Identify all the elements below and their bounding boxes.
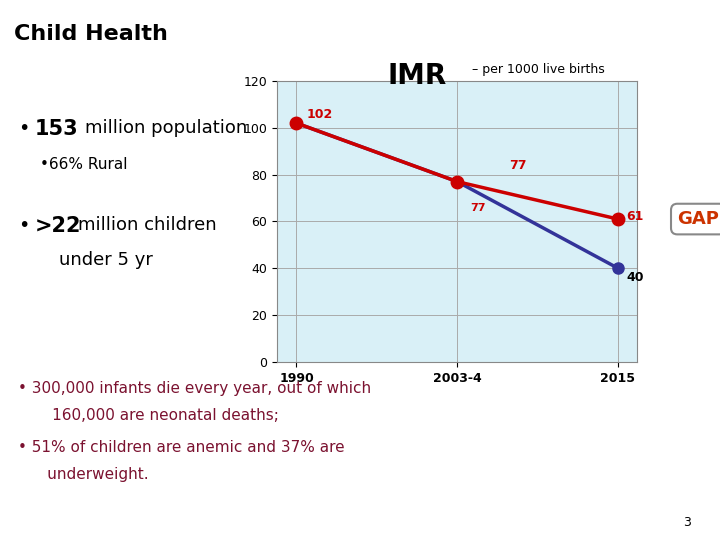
Text: 153: 153 xyxy=(35,119,78,139)
Text: 77: 77 xyxy=(508,159,526,172)
Text: >22: >22 xyxy=(35,216,81,236)
Text: 61: 61 xyxy=(626,210,644,223)
Text: 77: 77 xyxy=(470,202,485,213)
Text: • 300,000 infants die every year, out of which: • 300,000 infants die every year, out of… xyxy=(18,381,371,396)
Text: under 5 yr: under 5 yr xyxy=(59,251,153,269)
Text: 160,000 are neonatal deaths;: 160,000 are neonatal deaths; xyxy=(18,408,279,423)
Text: IMR: IMR xyxy=(388,62,447,90)
Text: •: • xyxy=(18,216,30,235)
Text: Child Health: Child Health xyxy=(14,24,168,44)
Text: million population: million population xyxy=(85,119,247,137)
Text: underweight.: underweight. xyxy=(18,467,148,482)
Text: •: • xyxy=(18,119,30,138)
Text: 102: 102 xyxy=(306,108,333,121)
Text: – per 1000 live births: – per 1000 live births xyxy=(468,63,605,76)
Text: • 51% of children are anemic and 37% are: • 51% of children are anemic and 37% are xyxy=(18,440,345,455)
Text: 40: 40 xyxy=(626,271,644,284)
Text: GAP: GAP xyxy=(678,210,719,228)
Text: 3: 3 xyxy=(683,516,691,529)
Text: million children: million children xyxy=(78,216,217,234)
Text: •66% Rural: •66% Rural xyxy=(40,157,127,172)
